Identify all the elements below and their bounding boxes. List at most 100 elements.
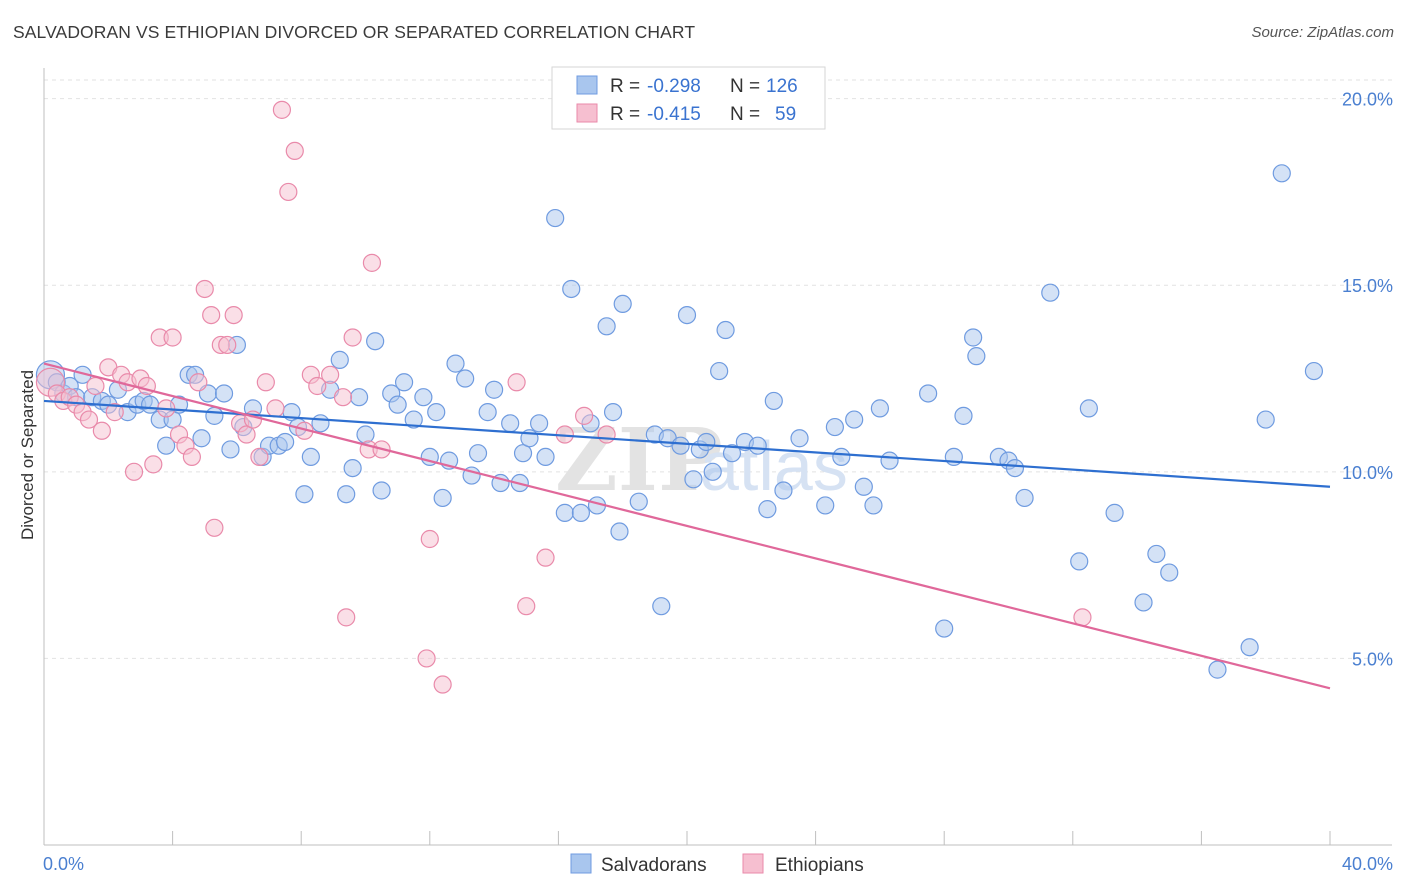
data-point-salvadorans [140,395,160,414]
data-point-salvadorans [864,496,883,515]
data-point-ethiopians [420,529,439,549]
data-point-salvadorans [311,414,330,433]
x-tick-label: 40.0% [1342,854,1393,874]
data-point-salvadorans [366,332,385,351]
source-label: Source: ZipAtlas.com [1251,24,1394,41]
tick-labels: 5.0% 10.0% 15.0% 20.0% 0.0% 40.0% [43,90,1393,874]
data-point-salvadorans [478,403,497,422]
data-point-salvadorans [372,481,391,500]
data-point-salvadorans [758,500,777,519]
data-point-salvadorans [671,436,690,455]
data-point-ethiopians [92,421,111,440]
data-point-salvadorans [562,279,581,299]
data-point-ethiopians [79,410,99,429]
data-point-ethiopians [205,518,224,537]
data-point-salvadorans [1256,410,1275,429]
data-point-salvadorans [1272,164,1291,183]
legend-swatch-ethiopians [576,103,598,123]
data-point-ethiopians [218,335,237,355]
legend-box: R = -0.298 N = 126 R = -0.415 N = 59 [551,66,826,130]
data-point-salvadorans [536,447,555,467]
legend-n-label: N = [730,76,760,97]
data-point-ethiopians [362,253,382,272]
data-point-salvadorans [546,208,565,228]
data-point-salvadorans [613,294,632,314]
data-point-salvadorans [295,485,314,504]
y-tick-label: 5.0% [1352,649,1393,669]
data-point-ethiopians [417,649,436,668]
data-point-salvadorans [703,462,722,481]
data-point-salvadorans [1134,593,1153,612]
bottom-legend-label-ethiopians: Ethiopians [775,855,864,876]
data-point-salvadorans [530,414,549,433]
data-point-salvadorans [684,470,703,489]
data-point-salvadorans [710,361,729,381]
legend-r-label: R = [610,76,640,97]
data-point-ethiopians [536,548,555,567]
data-point-salvadorans [337,485,356,504]
data-point-salvadorans [214,384,234,403]
legend-n-value: 126 [766,76,798,97]
data-point-salvadorans [301,447,320,467]
data-point-salvadorans [356,425,375,444]
axes [43,68,1392,846]
y-axis-label: Divorced or Separated [18,370,37,540]
data-point-ethiopians [250,447,269,467]
data-point-ethiopians [337,608,356,627]
data-point-salvadorans [880,451,899,470]
data-point-salvadorans [697,432,716,452]
data-point-ethiopians [202,305,221,325]
data-point-ethiopians [343,328,362,347]
y-tick-label: 15.0% [1342,276,1393,296]
data-point-salvadorans [468,444,488,463]
data-point-salvadorans [221,440,240,459]
data-point-salvadorans [343,458,362,478]
data-point-ethiopians [517,597,536,616]
bottom-legend-swatch-salvadorans [570,853,592,874]
chart-title: SALVADORAN VS ETHIOPIAN DIVORCED OR SEPA… [13,22,696,42]
data-point-salvadorans [1240,638,1259,657]
data-point-salvadorans [935,619,954,638]
legend-n-label: N = [730,104,760,125]
data-point-salvadorans [790,429,809,448]
watermark-atlas: atlas [700,427,848,505]
data-point-salvadorans [967,347,986,366]
data-point-salvadorans [1208,660,1227,679]
trend-lines [43,362,1331,690]
data-point-salvadorans [1005,458,1025,478]
data-point-ethiopians [105,403,124,422]
data-point-salvadorans [722,444,742,463]
data-point-salvadorans [349,388,369,407]
y-tick-label: 20.0% [1342,90,1393,110]
data-point-salvadorans [816,496,835,515]
data-point-salvadorans [845,410,864,429]
data-point-salvadorans [832,447,851,467]
data-point-ethiopians [182,447,201,467]
data-point-salvadorans [919,384,938,403]
data-point-salvadorans [629,492,648,511]
series-ethiopians-points [35,100,1092,694]
data-point-salvadorans [205,406,224,425]
data-point-salvadorans [1105,503,1124,522]
data-point-salvadorans [433,488,452,508]
data-point-salvadorans [571,503,591,522]
legend-r-value: -0.415 [647,104,701,125]
y-tick-label: 10.0% [1342,463,1393,483]
data-point-ethiopians [272,100,292,119]
data-point-salvadorans [485,380,504,399]
data-point-ethiopians [124,462,144,481]
data-point-ethiopians [308,376,327,396]
trend-line-salvadorans [43,399,1331,488]
data-point-salvadorans [954,406,973,425]
data-point-salvadorans [825,417,844,437]
data-point-salvadorans [597,317,616,336]
data-point-salvadorans [1147,544,1166,564]
data-point-salvadorans [1079,399,1098,418]
data-point-salvadorans [748,436,767,455]
data-point-salvadorans [870,399,890,418]
data-point-ethiopians [597,425,616,444]
data-point-salvadorans [555,503,574,522]
data-point-salvadorans [677,305,697,325]
x-tick-label: 0.0% [43,854,84,874]
